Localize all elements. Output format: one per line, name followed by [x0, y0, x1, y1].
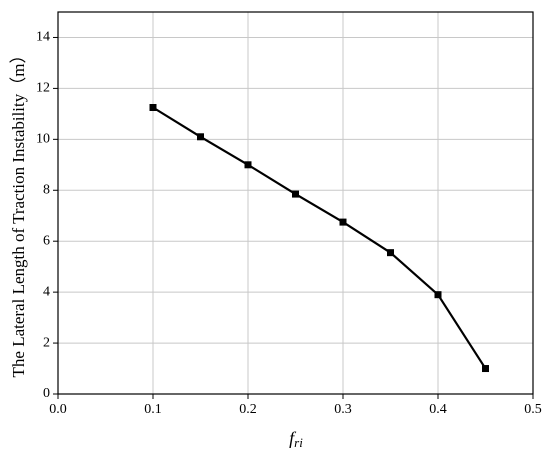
- marker: [244, 161, 252, 169]
- x-tick-label: 0.4: [429, 402, 447, 417]
- marker: [482, 365, 489, 373]
- x-tick-label: 0.2: [239, 402, 257, 417]
- y-tick-label: 10: [36, 132, 50, 147]
- y-tick-label: 4: [43, 284, 50, 299]
- x-tick-label: 0.0: [49, 402, 67, 417]
- marker: [197, 133, 204, 141]
- y-tick-label: 14: [36, 30, 50, 45]
- marker: [339, 218, 347, 226]
- x-tick-label: 0.1: [144, 402, 162, 417]
- marker: [149, 104, 157, 111]
- x-axis-label-subscript: ri: [294, 435, 303, 450]
- x-tick-label: 0.3: [334, 402, 352, 417]
- y-tick-label: 6: [43, 233, 50, 248]
- marker: [434, 291, 442, 299]
- series-line: [152, 106, 487, 370]
- y-tick-label: 0: [43, 386, 50, 401]
- y-tick-label: 8: [43, 182, 50, 197]
- y-tick-label: 12: [36, 81, 50, 96]
- marker: [387, 249, 394, 257]
- x-axis-label: fri: [289, 428, 303, 450]
- y-tick-label: 2: [43, 335, 50, 350]
- x-axis-label-main: f: [289, 428, 297, 448]
- x-tick-label: 0.5: [524, 402, 542, 417]
- marker: [292, 190, 299, 198]
- y-axis-label: The Lateral Length of Traction Instabili…: [9, 47, 28, 378]
- plot-frame: [57, 11, 534, 395]
